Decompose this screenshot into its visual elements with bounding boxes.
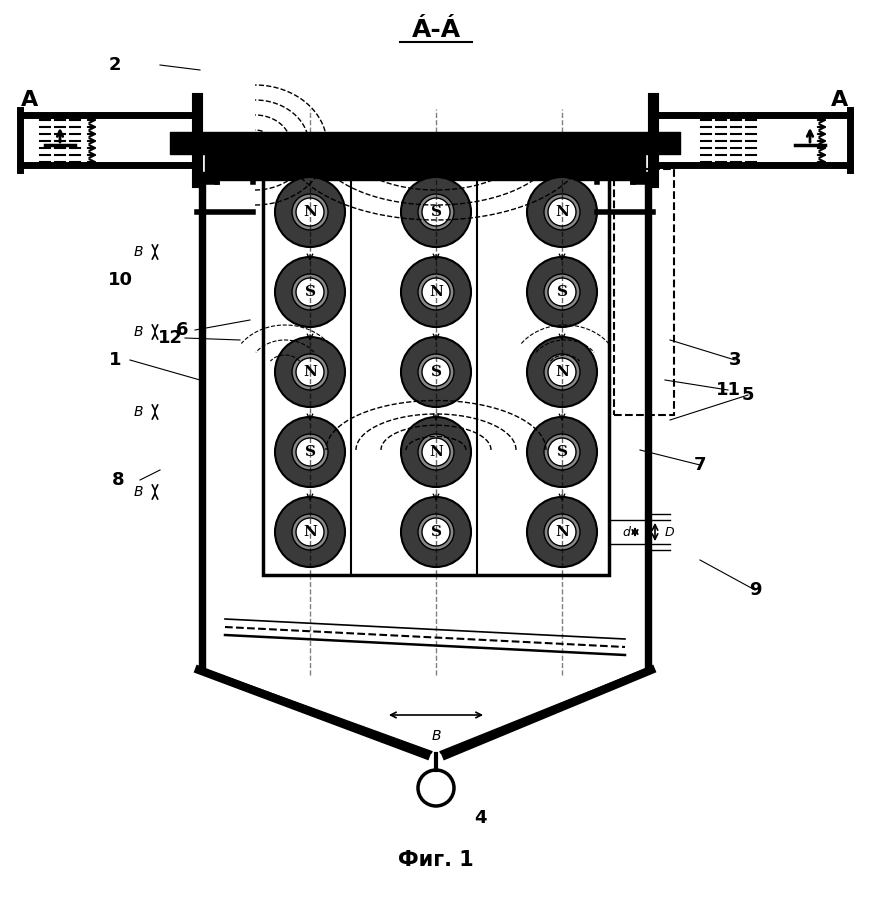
Circle shape: [544, 434, 580, 470]
Text: 11: 11: [716, 381, 740, 399]
Text: S: S: [304, 445, 316, 459]
Text: B: B: [133, 485, 143, 499]
Text: 9: 9: [749, 581, 761, 599]
Circle shape: [401, 337, 471, 407]
Circle shape: [548, 518, 576, 546]
Circle shape: [401, 257, 471, 327]
Circle shape: [296, 438, 324, 466]
Circle shape: [275, 257, 345, 327]
Circle shape: [548, 198, 576, 226]
Circle shape: [292, 354, 328, 390]
Circle shape: [401, 497, 471, 567]
Circle shape: [418, 274, 454, 310]
Circle shape: [292, 514, 328, 550]
Text: B: B: [133, 405, 143, 419]
Text: B: B: [133, 245, 143, 259]
Circle shape: [418, 194, 454, 230]
Text: A: A: [22, 90, 38, 110]
Text: S: S: [431, 525, 441, 539]
Circle shape: [422, 198, 450, 226]
Text: S: S: [556, 445, 568, 459]
Circle shape: [418, 354, 454, 390]
Circle shape: [292, 274, 328, 310]
Text: 6: 6: [176, 321, 188, 339]
Text: d: d: [622, 526, 630, 538]
Bar: [614, 169, 674, 415]
Text: N: N: [303, 365, 317, 379]
Circle shape: [275, 177, 345, 247]
Text: B: B: [432, 729, 440, 743]
Text: N: N: [555, 365, 569, 379]
Circle shape: [548, 278, 576, 306]
Text: 7: 7: [694, 456, 706, 474]
Bar: [263, 169, 609, 575]
Circle shape: [527, 337, 597, 407]
Text: S: S: [304, 285, 316, 299]
Circle shape: [296, 198, 324, 226]
Circle shape: [544, 354, 580, 390]
Circle shape: [275, 417, 345, 487]
Circle shape: [418, 434, 454, 470]
Text: 5: 5: [742, 386, 754, 404]
Circle shape: [422, 358, 450, 386]
Text: D: D: [665, 526, 675, 538]
Circle shape: [422, 518, 450, 546]
Circle shape: [292, 434, 328, 470]
Circle shape: [296, 518, 324, 546]
Circle shape: [527, 177, 597, 247]
Text: 4: 4: [473, 809, 487, 827]
Circle shape: [527, 497, 597, 567]
Circle shape: [548, 438, 576, 466]
Circle shape: [296, 358, 324, 386]
Circle shape: [275, 497, 345, 567]
Text: 10: 10: [107, 271, 133, 289]
Circle shape: [422, 278, 450, 306]
Text: N: N: [555, 525, 569, 539]
Circle shape: [544, 274, 580, 310]
Text: 2: 2: [109, 56, 121, 74]
Text: N: N: [429, 285, 443, 299]
Text: S: S: [431, 365, 441, 379]
Text: 1: 1: [109, 351, 121, 369]
Circle shape: [544, 514, 580, 550]
Text: N: N: [429, 445, 443, 459]
Text: 3: 3: [729, 351, 741, 369]
Text: N: N: [303, 205, 317, 219]
Text: N: N: [303, 525, 317, 539]
Text: 8: 8: [112, 471, 125, 489]
Text: 12: 12: [158, 329, 182, 347]
Text: S: S: [431, 205, 441, 219]
Circle shape: [544, 194, 580, 230]
Circle shape: [401, 417, 471, 487]
Circle shape: [275, 337, 345, 407]
Text: S: S: [556, 285, 568, 299]
Circle shape: [418, 514, 454, 550]
Circle shape: [401, 177, 471, 247]
Circle shape: [548, 358, 576, 386]
Text: N: N: [555, 205, 569, 219]
Circle shape: [292, 194, 328, 230]
Text: B: B: [133, 325, 143, 339]
Text: Á-Á: Á-Á: [412, 18, 460, 42]
Circle shape: [527, 417, 597, 487]
Circle shape: [422, 438, 450, 466]
Circle shape: [296, 278, 324, 306]
Text: A: A: [831, 90, 848, 110]
Text: Фиг. 1: Фиг. 1: [399, 850, 473, 870]
Circle shape: [527, 257, 597, 327]
